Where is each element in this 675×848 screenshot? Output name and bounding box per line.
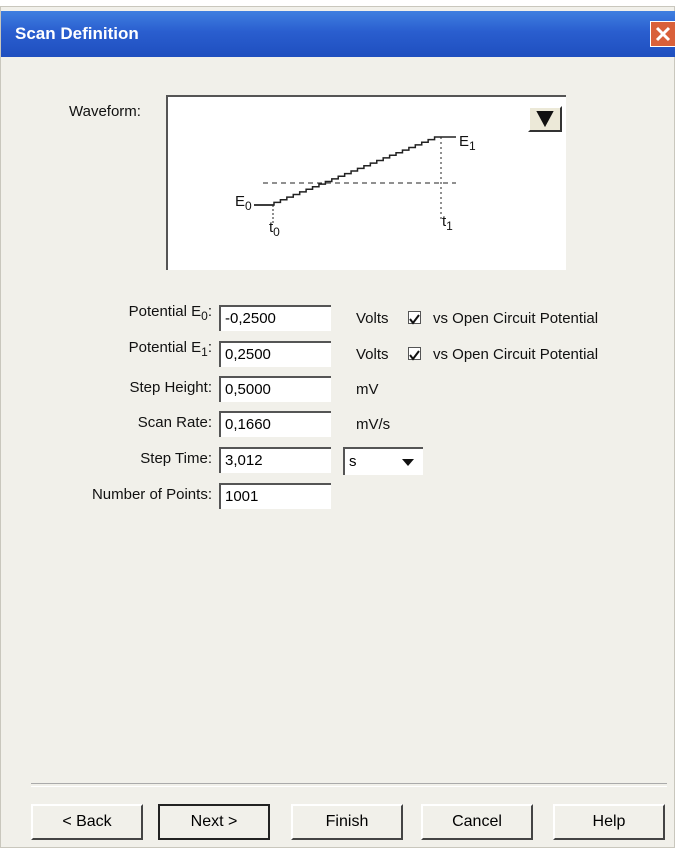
field-label: Scan Rate: <box>138 414 212 431</box>
button[interactable]: Next > <box>158 804 270 840</box>
e0-base: E <box>235 193 246 210</box>
unit-label: mV <box>356 381 379 398</box>
waveform-dropdown[interactable] <box>528 106 562 132</box>
checkbox-label: vs Open Circuit Potential <box>433 346 599 363</box>
t0-label: t0 <box>269 219 280 239</box>
dialog: Scan Definition Waveform: E0 E1 t0 t1 Po… <box>0 6 675 848</box>
e1-label: E1 <box>459 133 476 153</box>
checkbox[interactable] <box>408 311 421 325</box>
waveform-label: Waveform: <box>69 103 141 120</box>
t0-base: t <box>269 219 274 236</box>
t1-sub: 1 <box>446 219 453 233</box>
check-mark <box>409 350 420 361</box>
label-text: Scan Rate: <box>137 414 212 431</box>
label-text: Potential E <box>128 303 202 320</box>
close-button[interactable] <box>650 21 675 47</box>
button[interactable]: Help <box>553 804 665 840</box>
e0-sub: 0 <box>245 199 252 213</box>
label-text: Potential E <box>128 339 202 356</box>
unit-label: Volts <box>356 346 389 363</box>
text-input[interactable]: 3,012 <box>219 447 331 473</box>
field-label: Step Time: <box>140 450 212 467</box>
waveform-graphic <box>254 136 456 223</box>
label-text: Step Height: <box>129 379 212 396</box>
checkbox[interactable] <box>408 347 421 361</box>
button[interactable]: Cancel <box>421 804 533 840</box>
t1-base: t <box>442 213 447 230</box>
checkbox-label: vs Open Circuit Potential <box>433 310 599 327</box>
text-input[interactable]: 0,5000 <box>219 376 331 402</box>
e1-sub: 1 <box>469 139 476 153</box>
unit-label: Volts <box>356 310 389 327</box>
button[interactable]: < Back <box>31 804 143 840</box>
field-label: Potential E0: <box>129 303 212 323</box>
dropdown-arrow <box>536 111 554 128</box>
label-end: : <box>207 339 212 356</box>
button[interactable]: Finish <box>291 804 403 840</box>
e1-base: E <box>459 133 470 150</box>
dialog-title: Scan Definition <box>15 24 139 43</box>
check-mark <box>409 314 420 325</box>
text-input[interactable]: 0,1660 <box>219 411 331 437</box>
close-icon <box>655 26 671 42</box>
unit-label: mV/s <box>356 416 391 433</box>
waveform-staircase <box>254 136 456 206</box>
separator <box>31 783 667 787</box>
label-text: Number of Points: <box>91 486 212 503</box>
text-input[interactable]: -0,2500 <box>219 305 331 331</box>
label-sub: 1 <box>201 345 208 359</box>
field-label: Number of Points: <box>92 486 212 503</box>
t1-label: t1 <box>442 213 453 233</box>
e0-label: E0 <box>235 193 252 213</box>
label-text: Step Time: <box>140 450 212 467</box>
text-input[interactable]: 1001 <box>219 483 331 509</box>
select-arrow-icon <box>402 459 414 466</box>
label-end: : <box>207 303 212 320</box>
title-bar: Scan Definition <box>1 11 675 57</box>
select-arrow <box>401 455 415 473</box>
field-label: Step Height: <box>129 379 212 396</box>
text-input[interactable]: 0,2500 <box>219 341 331 367</box>
label-sub: 0 <box>201 309 208 323</box>
field-label: Potential E1: <box>129 339 212 359</box>
t0-sub: 0 <box>273 225 280 239</box>
